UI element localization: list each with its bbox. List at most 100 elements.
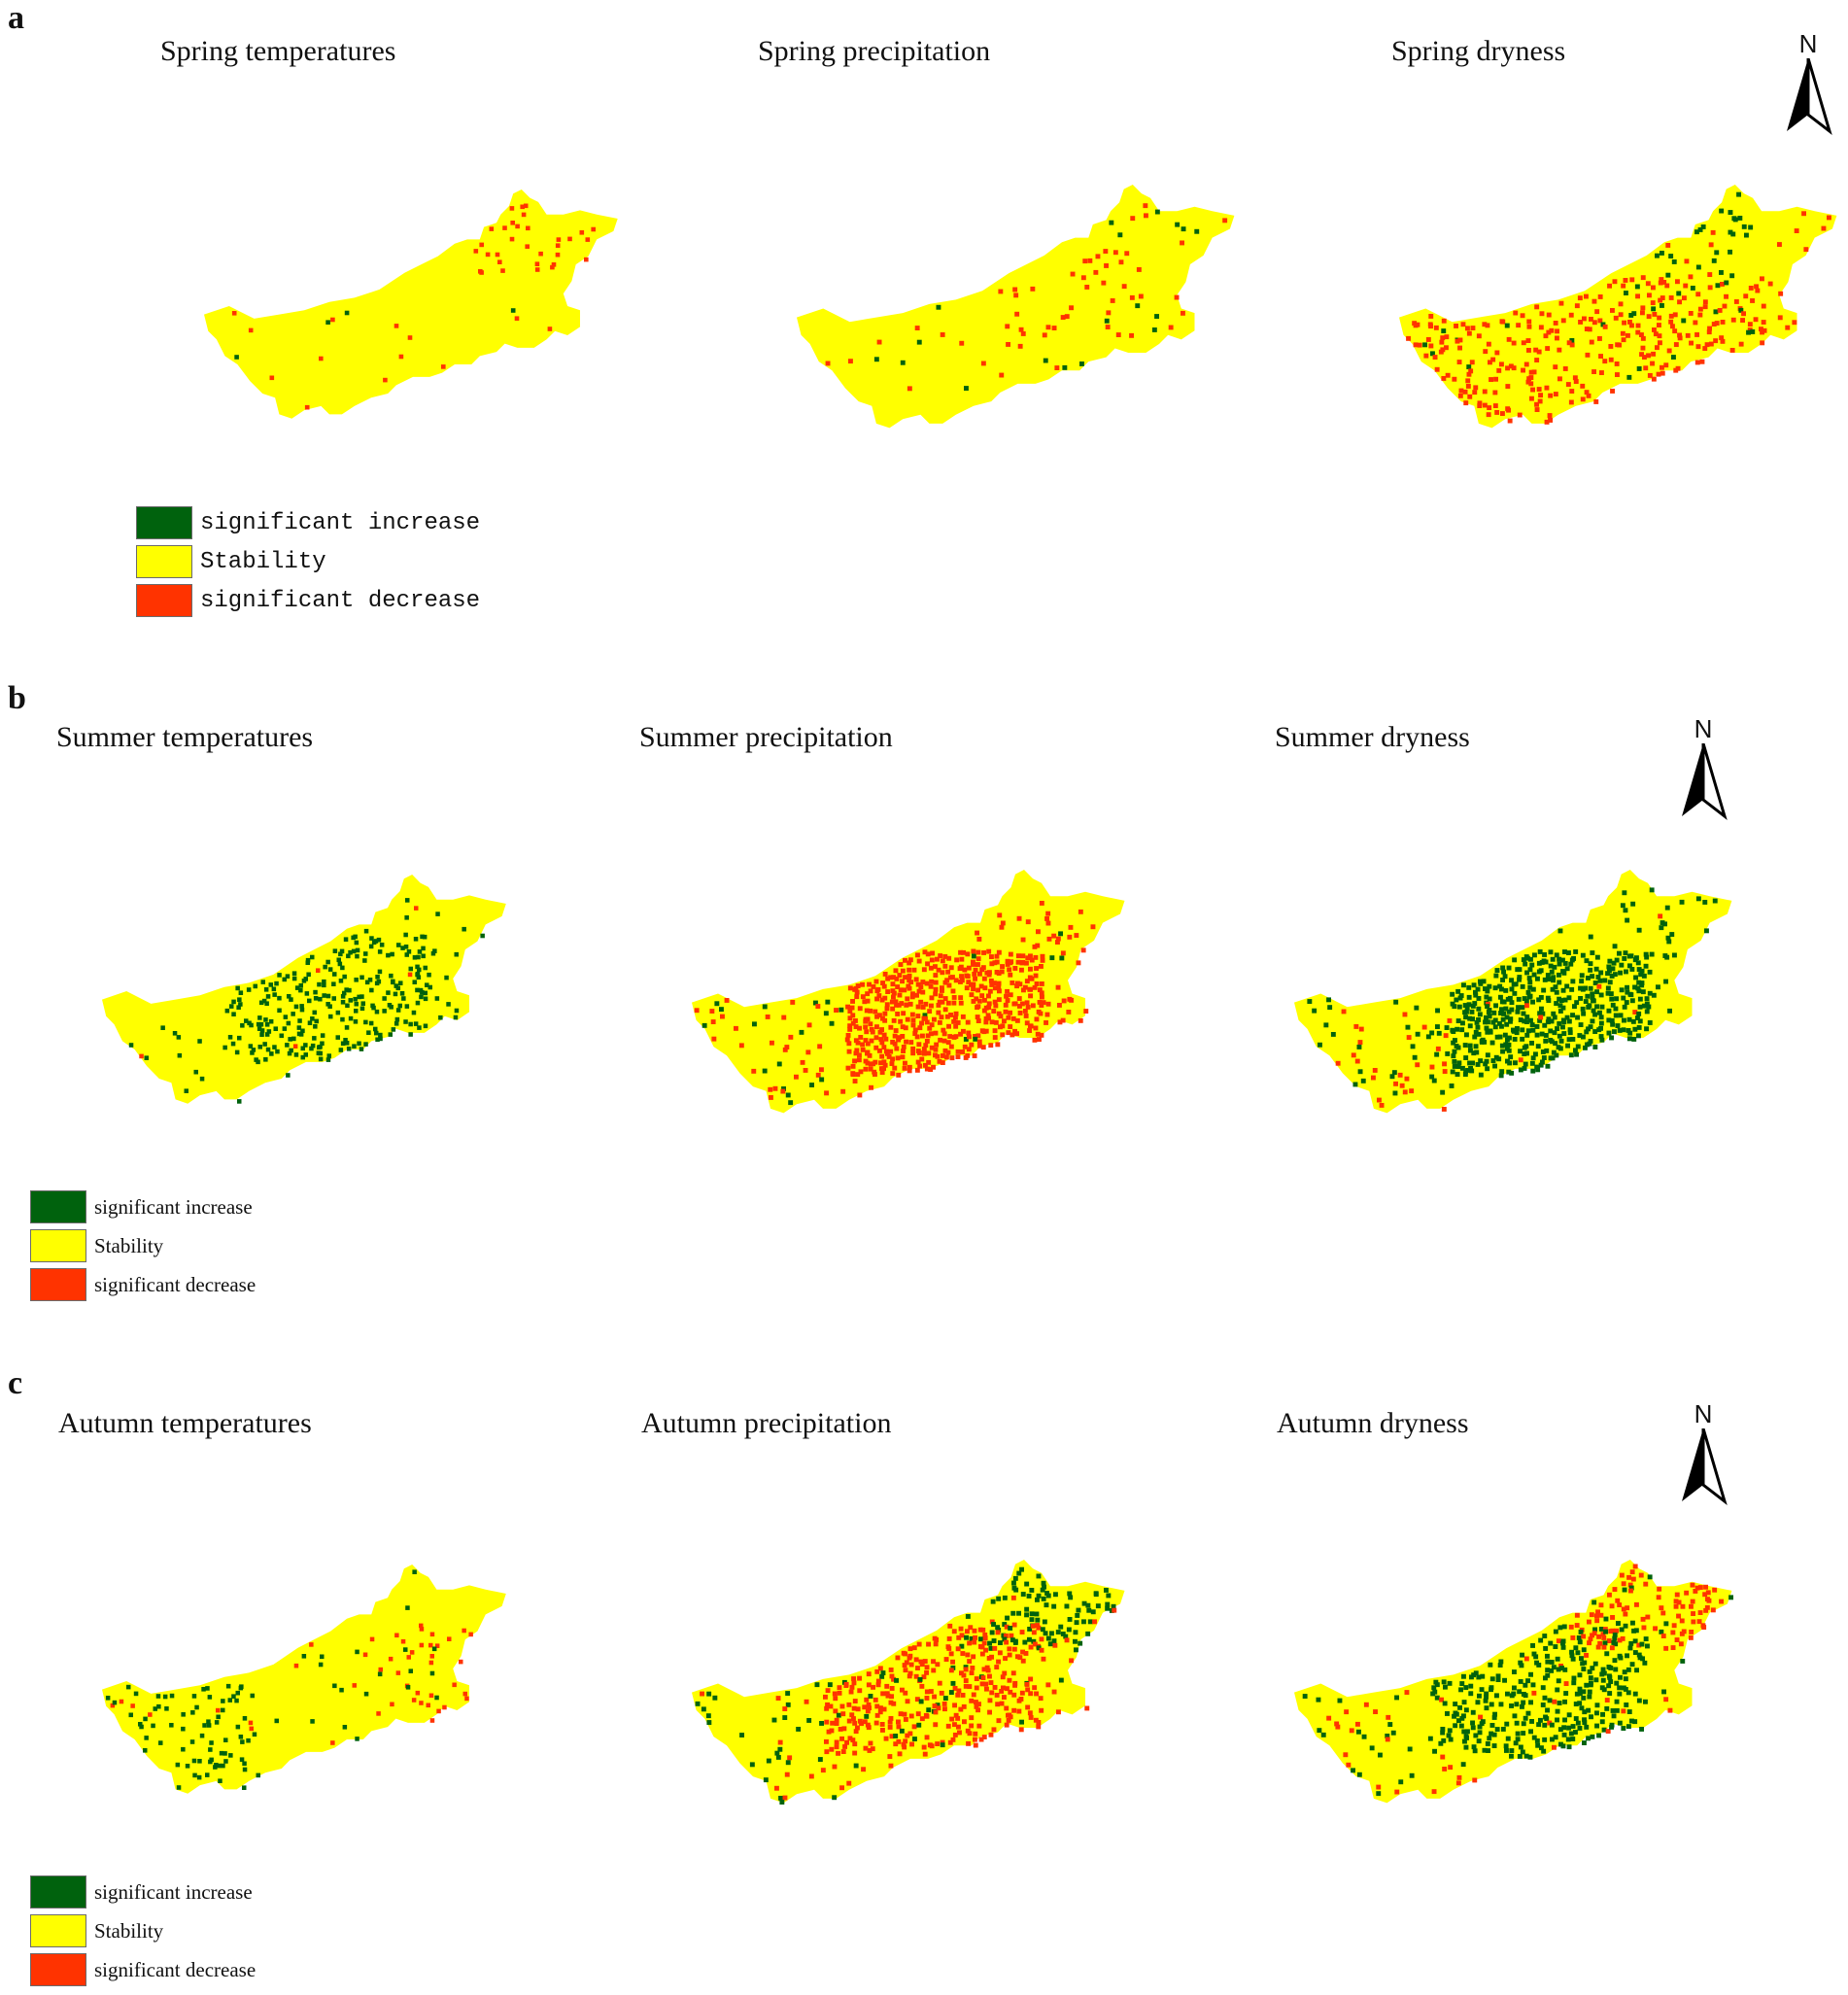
- trend-pixel: [1028, 953, 1033, 959]
- trend-pixel: [834, 1008, 838, 1013]
- trend-pixel: [1501, 1011, 1506, 1016]
- trend-pixel: [938, 953, 943, 958]
- trend-pixel: [403, 1019, 408, 1024]
- trend-pixel: [996, 1718, 1002, 1724]
- trend-pixel: [1596, 1733, 1601, 1738]
- north-label: N: [1798, 29, 1818, 58]
- trend-pixel: [1487, 1014, 1492, 1019]
- trend-pixel: [246, 987, 252, 992]
- trend-pixel: [1572, 1004, 1577, 1010]
- trend-pixel: [1623, 278, 1628, 283]
- trend-pixel: [1666, 939, 1672, 945]
- trend-pixel: [1012, 1575, 1018, 1581]
- trend-pixel: [1058, 1677, 1064, 1683]
- summer-precipitation-map: [692, 870, 1125, 1114]
- trend-pixel: [357, 1041, 361, 1047]
- trend-pixel: [1662, 921, 1667, 927]
- trend-pixel: [880, 980, 885, 985]
- trend-pixel: [1194, 228, 1200, 234]
- trend-pixel: [775, 1755, 781, 1760]
- trend-pixel: [1044, 1020, 1048, 1025]
- trend-pixel: [1594, 1723, 1599, 1729]
- trend-pixel: [1574, 1691, 1580, 1697]
- trend-pixel: [856, 1057, 862, 1063]
- trend-pixel: [1043, 358, 1048, 363]
- trend-pixel: [1652, 327, 1657, 332]
- trend-pixel: [184, 1088, 188, 1093]
- trend-pixel: [824, 1719, 830, 1725]
- trend-pixel: [1464, 1009, 1469, 1015]
- trend-pixel: [1543, 1675, 1548, 1681]
- trend-pixel: [1154, 314, 1159, 319]
- trend-pixel: [1459, 1027, 1465, 1033]
- trend-pixel: [1521, 1721, 1526, 1727]
- trend-pixel: [408, 1021, 413, 1027]
- trend-pixel: [845, 1033, 851, 1038]
- trend-pixel: [1085, 1631, 1091, 1636]
- trend-pixel: [1599, 1037, 1605, 1043]
- trend-pixel: [1334, 1721, 1340, 1727]
- trend-pixel: [1352, 1082, 1358, 1087]
- trend-pixel: [1014, 1017, 1020, 1023]
- trend-pixel: [851, 1676, 856, 1681]
- trend-pixel: [883, 1036, 889, 1042]
- trend-pixel: [1502, 1032, 1508, 1038]
- trend-pixel: [419, 1701, 424, 1705]
- trend-pixel: [425, 982, 429, 987]
- trend-pixel: [1067, 1591, 1073, 1597]
- trend-pixel: [976, 1723, 982, 1729]
- trend-pixel: [225, 1683, 231, 1689]
- trend-pixel: [1441, 1679, 1447, 1685]
- trend-speckles: [695, 1566, 1117, 1805]
- trend-pixel: [852, 986, 858, 992]
- trend-pixel: [946, 1023, 951, 1029]
- trend-pixel: [860, 1042, 866, 1048]
- trend-pixel: [1422, 342, 1427, 348]
- trend-pixel: [985, 1013, 991, 1018]
- trend-pixel: [1545, 973, 1551, 978]
- trend-pixel: [1518, 1744, 1523, 1750]
- trend-pixel: [191, 1758, 197, 1764]
- trend-pixel: [989, 1690, 995, 1696]
- trend-pixel: [1476, 1674, 1482, 1680]
- trend-pixel: [1051, 1603, 1057, 1609]
- trend-pixel: [966, 1740, 971, 1746]
- trend-pixel: [272, 1045, 277, 1049]
- trend-pixel: [1518, 1057, 1523, 1063]
- trend-pixel: [1747, 327, 1753, 333]
- trend-pixel: [231, 311, 237, 316]
- trend-pixel: [1706, 1598, 1712, 1603]
- trend-pixel: [1014, 1031, 1019, 1037]
- trend-pixel: [1465, 384, 1471, 389]
- trend-pixel: [1471, 982, 1477, 988]
- trend-pixel: [1703, 1607, 1709, 1613]
- trend-pixel: [896, 1724, 902, 1730]
- trend-pixel: [1558, 300, 1564, 306]
- trend-pixel: [1525, 1028, 1531, 1034]
- trend-pixel: [1448, 1737, 1454, 1742]
- trend-pixel: [1509, 1703, 1514, 1708]
- trend-pixel: [965, 1728, 971, 1734]
- trend-pixel: [966, 1047, 972, 1052]
- trend-pixel: [894, 976, 900, 981]
- trend-pixel: [895, 1055, 901, 1061]
- trend-speckles: [1302, 1564, 1733, 1797]
- trend-pixel: [900, 360, 906, 365]
- trend-pixel: [1570, 1635, 1576, 1640]
- trend-pixel: [762, 1004, 768, 1010]
- trend-pixel: [1045, 920, 1051, 926]
- trend-pixel: [961, 1703, 967, 1709]
- trend-pixel: [885, 1693, 891, 1699]
- trend-pixel: [968, 1625, 974, 1631]
- trend-pixel: [1042, 1619, 1047, 1625]
- trend-pixel: [1475, 986, 1481, 992]
- trend-pixel: [1465, 1729, 1470, 1735]
- trend-pixel: [369, 936, 374, 941]
- trend-pixel: [1607, 968, 1612, 974]
- trend-pixel: [1014, 311, 1020, 317]
- trend-pixel: [926, 1707, 932, 1713]
- trend-pixel: [1597, 1640, 1603, 1646]
- trend-pixel: [890, 981, 896, 987]
- trend-pixel: [1743, 293, 1749, 299]
- trend-pixel: [969, 992, 975, 998]
